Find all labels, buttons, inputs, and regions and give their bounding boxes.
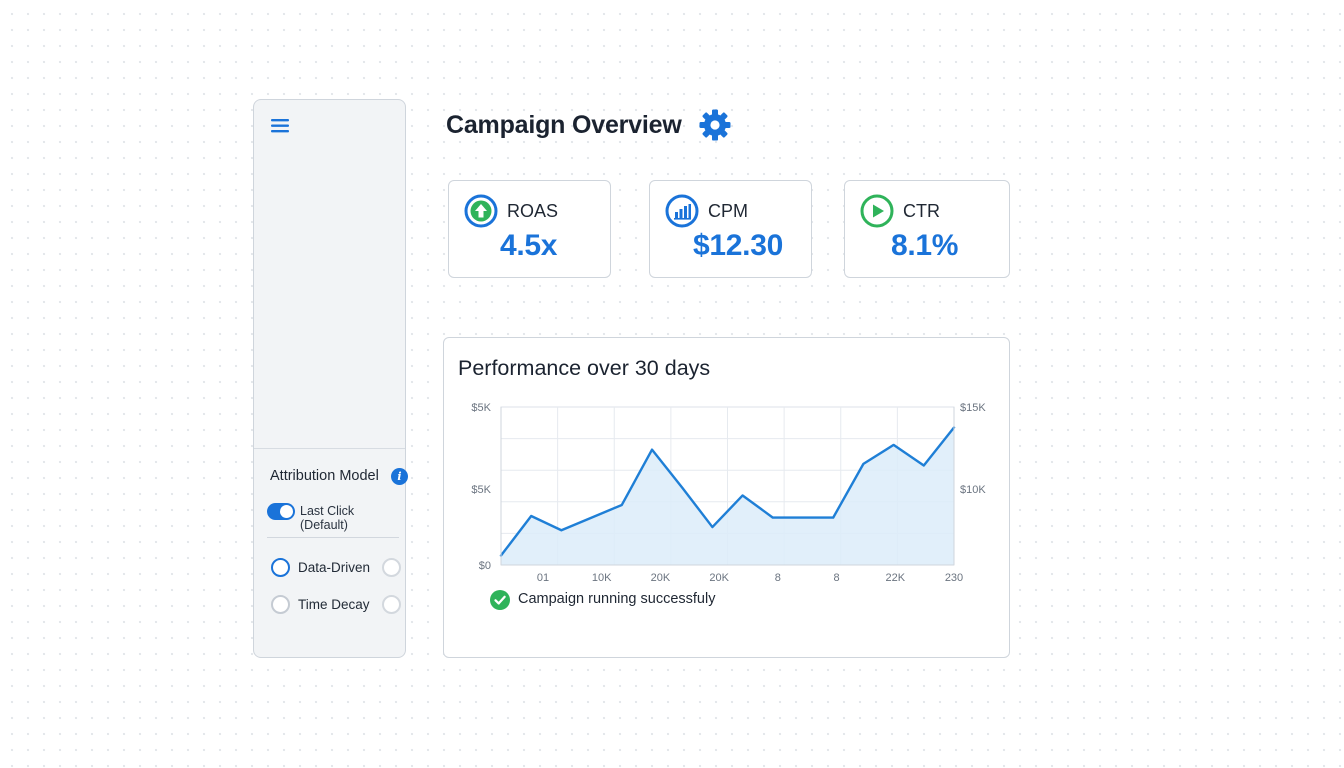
info-icon[interactable]: i <box>391 468 408 485</box>
radio-button-data-driven[interactable] <box>271 558 290 577</box>
x-tick-label: 8 <box>775 572 781 584</box>
series-area <box>501 427 954 565</box>
performance-chart: $0 $5K $5K $10K $15K 01 10K 20K 20K 8 8 22K 230 <box>471 402 986 584</box>
metric-value-cpm: $12.30 <box>693 229 783 262</box>
last-click-label: Last Click (Default) <box>300 504 355 532</box>
bar-chart-icon <box>665 194 699 228</box>
metric-label-roas: ROAS <box>507 201 559 221</box>
x-tick-label: 01 <box>537 572 549 584</box>
y-tick-label-right: $10K <box>960 484 986 496</box>
arrow-up-icon <box>464 194 498 228</box>
last-click-toggle[interactable] <box>267 503 295 520</box>
radio-label-time-decay: Time Decay <box>298 597 370 612</box>
x-tick-label: 20K <box>709 572 729 584</box>
radio-option-data-driven[interactable]: Data-Driven <box>271 558 403 578</box>
metric-card-ctr[interactable]: CTR 8.1% <box>844 180 1010 278</box>
x-tick-label: 8 <box>834 572 840 584</box>
attribution-model-title: Attribution Model <box>270 468 379 484</box>
sidebar: Attribution Model i Last Click (Default)… <box>253 99 408 658</box>
x-tick-label: 230 <box>945 572 963 584</box>
metric-value-roas: 4.5x <box>500 229 558 262</box>
radio-secondary-data-driven[interactable] <box>382 558 401 577</box>
attribution-divider <box>267 537 399 538</box>
y-tick-label-left: $5K <box>471 402 491 414</box>
radio-option-time-decay[interactable]: Time Decay <box>271 595 403 615</box>
toggle-knob <box>280 505 293 518</box>
metric-card-roas[interactable]: ROAS 4.5x <box>448 180 611 278</box>
y-tick-label-left: $0 <box>479 560 491 572</box>
x-tick-label: 10K <box>592 572 612 584</box>
chart-title: Performance over 30 days <box>458 356 711 380</box>
metric-label-cpm: CPM <box>708 201 748 221</box>
status-text: Campaign running successfuly <box>518 591 716 607</box>
radio-button-time-decay[interactable] <box>271 595 290 614</box>
hamburger-menu-icon[interactable] <box>269 116 293 136</box>
metric-label-ctr: CTR <box>903 201 940 221</box>
metric-card-cpm[interactable]: CPM $12.30 <box>649 180 812 278</box>
play-icon <box>860 194 894 228</box>
sidebar-divider <box>254 448 405 449</box>
y-tick-label-right: $15K <box>960 402 986 414</box>
performance-chart-panel: Performance over 30 days $0 $5K $5K $10K $15… <box>443 337 1010 658</box>
radio-label-data-driven: Data-Driven <box>298 560 371 575</box>
x-tick-label: 20K <box>651 572 671 584</box>
y-tick-label-left: $5K <box>471 484 491 496</box>
gear-icon[interactable] <box>698 108 732 142</box>
radio-secondary-time-decay[interactable] <box>382 595 401 614</box>
metric-value-ctr: 8.1% <box>891 229 959 262</box>
check-circle-icon <box>490 590 510 610</box>
x-tick-label: 22K <box>885 572 905 584</box>
series-line <box>499 426 956 557</box>
page-title: Campaign Overview <box>446 111 682 139</box>
